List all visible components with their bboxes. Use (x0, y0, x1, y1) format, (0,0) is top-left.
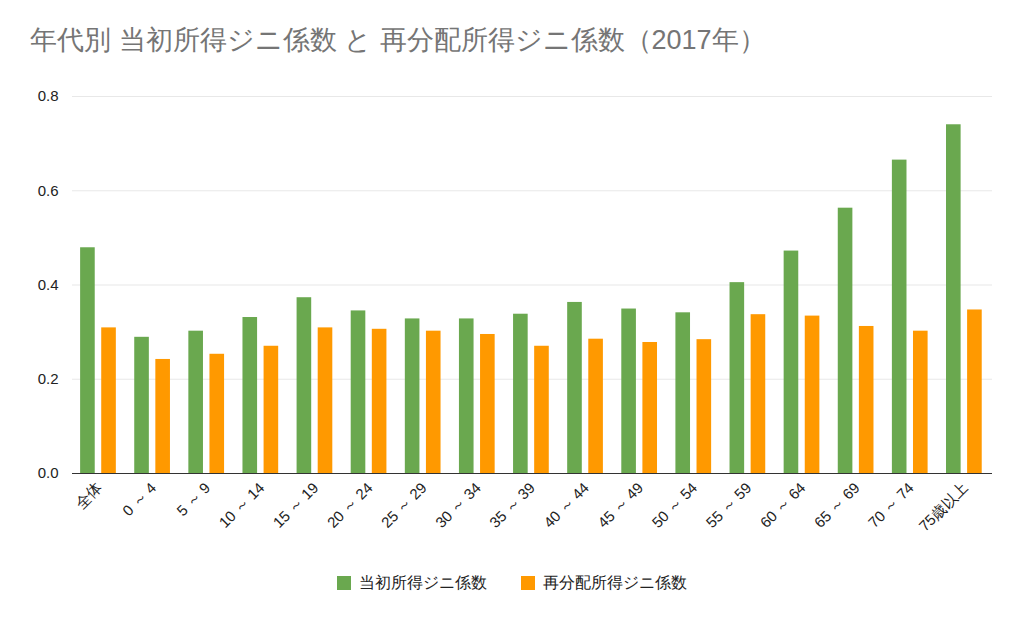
svg-text:75歳以上: 75歳以上 (915, 479, 971, 535)
svg-text:20 ～ 24: 20 ～ 24 (324, 479, 376, 531)
html-text:再分配所得ジニ係数: 再分配所得ジニ係数 (543, 573, 687, 591)
svg-text:0.6: 0.6 (38, 182, 59, 199)
html-text:年代別 当初所得ジニ係数 と 再分配所得ジニ係数（2017年: 年代別 当初所得ジニ係数 と 再分配所得ジニ係数（2017年） (30, 25, 766, 55)
svg-text:35 ～ 39: 35 ～ 39 (486, 479, 538, 531)
svg-text:全体: 全体 (72, 479, 105, 512)
svg-text:70 ～ 74: 70 ～ 74 (865, 479, 917, 531)
svg-text:5 ～ 9: 5 ～ 9 (173, 479, 213, 519)
svg-text:0.2: 0.2 (38, 370, 59, 387)
svg-text:30 ～ 34: 30 ～ 34 (432, 479, 484, 531)
svg-text:50 ～ 54: 50 ～ 54 (648, 479, 700, 531)
svg-text:65 ～ 69: 65 ～ 69 (811, 479, 863, 531)
svg-text:25 ～ 29: 25 ～ 29 (378, 479, 430, 531)
svg-text:0.0: 0.0 (38, 464, 59, 481)
svg-text:15 ～ 19: 15 ～ 19 (269, 479, 321, 531)
svg-text:10 ～ 14: 10 ～ 14 (215, 479, 267, 531)
svg-text:0.8: 0.8 (38, 87, 59, 104)
svg-text:55 ～ 59: 55 ～ 59 (702, 479, 754, 531)
html-text:当初所得ジニ係数: 当初所得ジニ係数 (359, 573, 487, 591)
svg-text:45 ～ 49: 45 ～ 49 (594, 479, 646, 531)
svg-text:60 ～ 64: 60 ～ 64 (756, 479, 808, 531)
svg-text:40 ～ 44: 40 ～ 44 (540, 479, 592, 531)
svg-text:0.4: 0.4 (38, 276, 59, 293)
svg-text:0 ～ 4: 0 ～ 4 (119, 479, 159, 519)
